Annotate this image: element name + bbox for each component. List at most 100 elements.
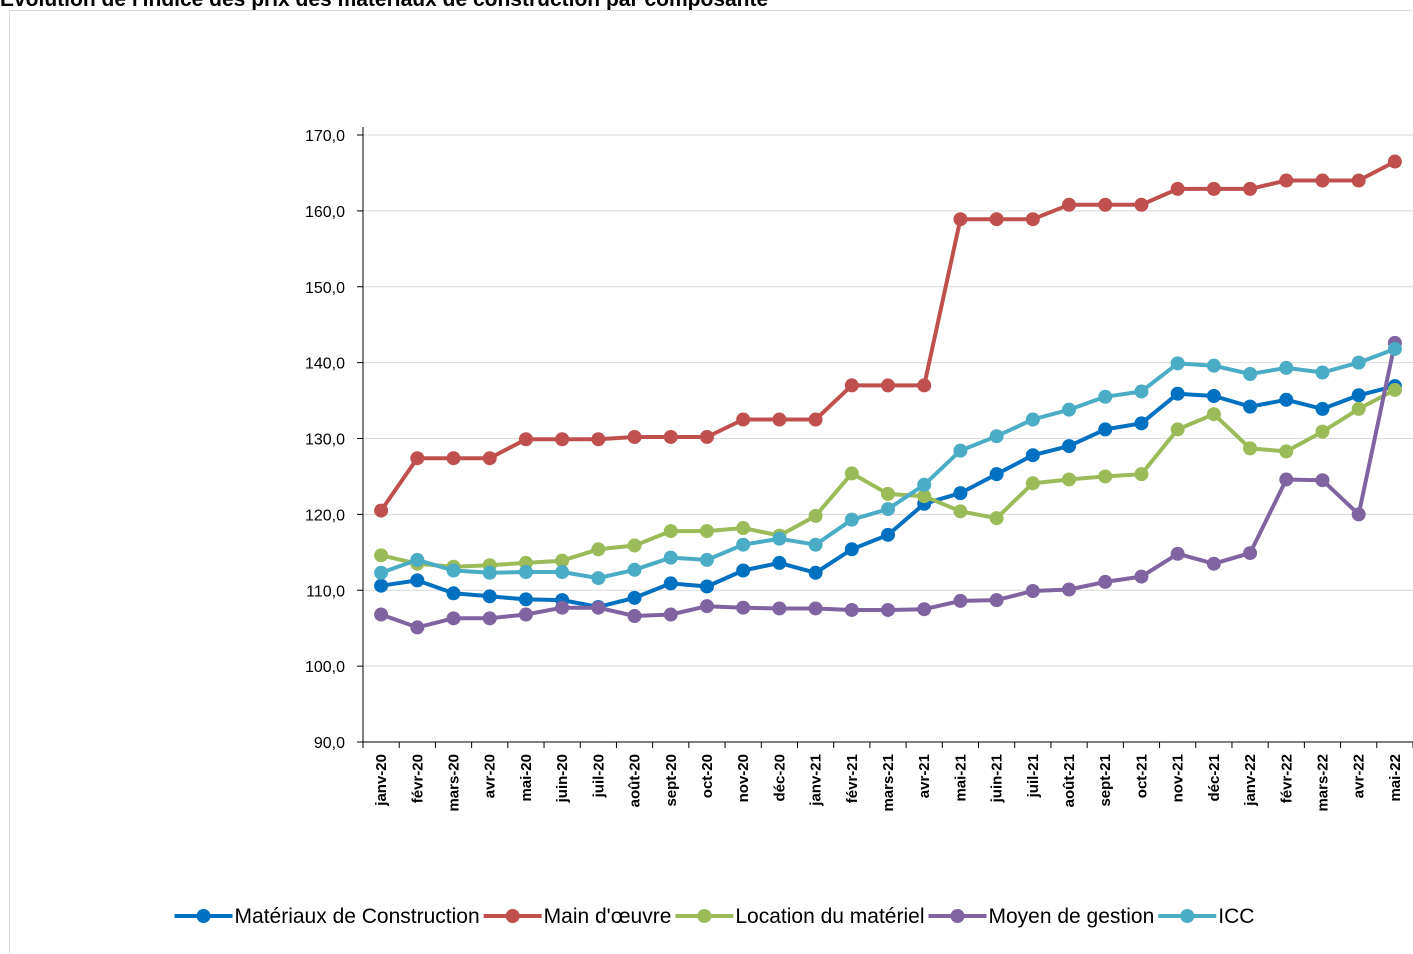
data-point [1170,422,1185,437]
x-tick-label: août-21 [1061,754,1078,807]
data-point [1062,402,1077,417]
data-point [555,600,570,615]
data-point [1315,401,1330,416]
x-tick-label: mars-22 [1314,754,1331,812]
y-tick-label: 100,0 [305,659,345,676]
data-point [881,378,895,393]
x-tick-label: févr-21 [844,754,861,803]
series-group [374,154,1402,518]
data-point [1025,212,1040,227]
y-tick-label: 140,0 [305,356,345,373]
data-point [1279,173,1294,188]
data-point [699,579,714,594]
data-point [1315,173,1330,188]
data-point [591,432,606,447]
data-point [1206,358,1221,373]
data-point [518,607,533,622]
data-point [881,486,895,501]
data-point [736,600,751,615]
data-point [627,538,642,553]
data-point [989,511,1004,526]
legend-label: Main d'œuvre [544,905,672,928]
chart-title: Evolution de l'indice des prix des matér… [0,0,768,12]
legend-swatch-marker [1180,909,1195,923]
y-tick-label: 130,0 [305,432,345,449]
data-point [1062,582,1077,597]
data-point [953,504,968,519]
data-point [1062,197,1077,212]
data-point [989,467,1004,482]
data-point [736,412,751,427]
data-point [482,565,497,580]
data-point [1279,392,1294,407]
x-tick-label: juin-21 [989,754,1006,803]
series-lines [374,154,1402,635]
data-point [591,600,606,615]
data-point [591,542,606,557]
data-point [410,573,425,588]
data-point [410,620,425,635]
data-point [1025,584,1040,599]
data-point [1351,388,1366,403]
data-point [1025,448,1040,463]
data-point [881,527,895,542]
data-point [482,451,497,466]
data-point [1351,173,1366,188]
data-point [627,590,642,605]
chart-frame [9,10,1412,953]
data-point [627,609,642,624]
data-point [1206,556,1221,571]
data-point [1315,473,1330,488]
data-point [374,578,389,593]
data-point [808,537,823,552]
data-point [844,542,859,557]
x-tick-label: janv-20 [373,754,390,807]
data-point [1062,439,1077,454]
x-tick-label: févr-22 [1278,754,1295,803]
x-tick-label: mars-21 [880,754,897,812]
data-point [446,586,461,601]
data-point [627,562,642,577]
x-tick-label: juil-20 [590,754,607,798]
data-point [1387,341,1402,356]
x-tick-label: sept-20 [663,754,680,807]
data-point [1387,382,1402,397]
data-point [699,552,714,567]
data-point [953,212,968,227]
data-point [1315,424,1330,439]
data-point [1170,546,1185,561]
x-tick-label: avr-21 [916,754,933,798]
data-point [989,212,1004,227]
x-tick-label: déc-20 [771,754,788,802]
legend-swatch-marker [505,909,520,923]
data-point [482,589,497,604]
data-point [627,429,642,444]
data-point [1243,181,1258,196]
data-point [1315,365,1330,380]
data-point [808,412,823,427]
data-point [989,429,1004,444]
data-point [699,429,714,444]
data-point [1351,401,1366,416]
data-point [953,486,968,501]
data-point [736,563,751,578]
legend-swatch-marker [196,909,211,923]
data-point [808,565,823,580]
data-point [482,611,497,626]
data-point [663,550,678,565]
legend-swatch-marker [697,909,712,923]
data-point [591,571,606,586]
x-tick-label: avr-20 [482,754,499,798]
data-point [555,432,570,447]
data-point [953,593,968,608]
x-tick-label: sept-21 [1097,754,1114,807]
data-point [736,537,751,552]
axes [357,127,1413,748]
x-tick-label: juin-20 [554,754,571,803]
data-point [1206,407,1221,422]
y-tick-label: 90,0 [314,735,345,752]
data-point [953,443,968,458]
data-point [881,502,895,517]
data-point [772,555,787,570]
